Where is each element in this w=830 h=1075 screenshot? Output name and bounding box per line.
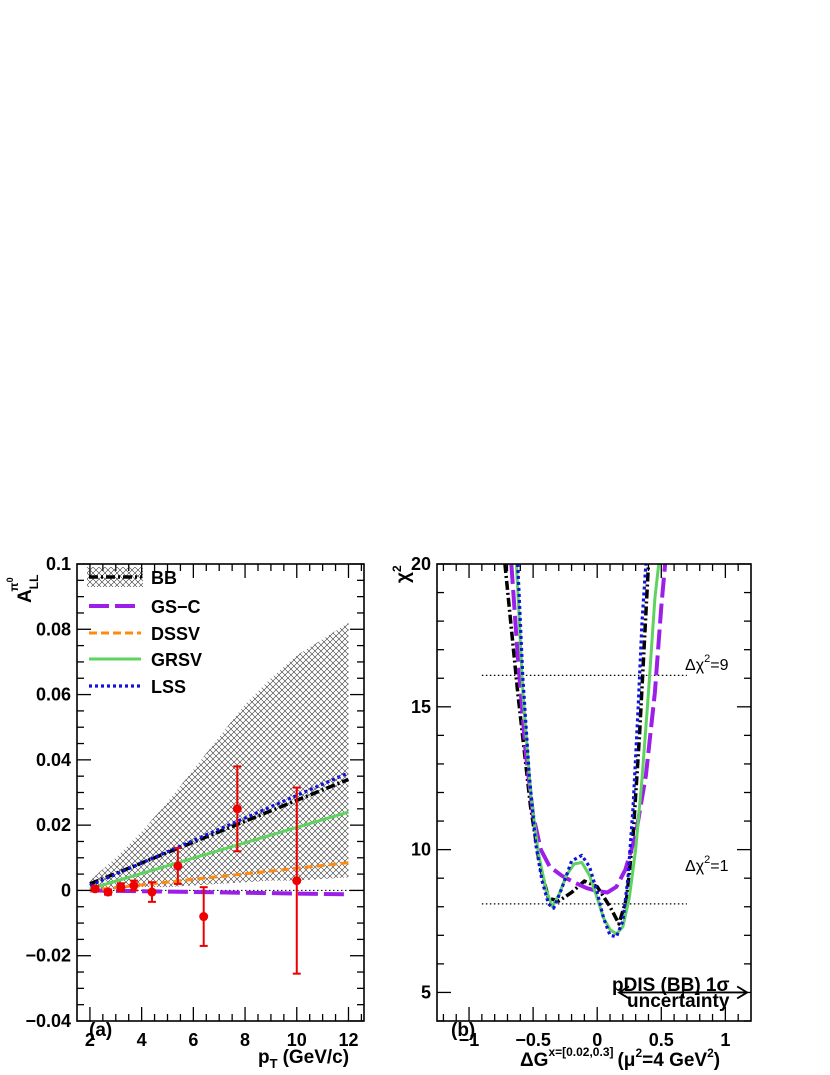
data-point (116, 882, 126, 893)
y-tick-label: 0.02 (36, 815, 71, 835)
axis-ticks-a: 2 4 6 8 10 12 −0.04 −0.02 0 0.02 0.04 0.06 0.08 0.1 (25, 554, 364, 1050)
chi2-curve-grsv (514, 563, 661, 936)
uncertainty-label-line1: pDIS (BB) 1σ (612, 975, 730, 996)
data-point (232, 765, 242, 853)
x-tick-label: 6 (188, 1030, 198, 1050)
curve-gsc (89, 888, 349, 897)
bb-uncertainty-band (89, 622, 349, 891)
legend-label-bb: BB (151, 568, 177, 588)
y-axis-label-b: χ2 (390, 565, 414, 583)
x-tick-label: 0 (592, 1030, 602, 1050)
legend: BB GS−C DSSV GRSV LSS (87, 567, 202, 697)
arrow-head-left (617, 985, 630, 1000)
y-tick-label: 15 (411, 697, 431, 717)
curve-bb (89, 777, 350, 886)
x-tick-label: 12 (338, 1030, 358, 1050)
legend-label-dssv: DSSV (151, 624, 200, 644)
data-points (90, 765, 302, 975)
x-axis-label-b: ΔGx=[0.02,0.3] (μ2=4 GeV2) (520, 1045, 720, 1071)
y-tick-label: 0.1 (46, 554, 71, 574)
x-tick-label: 10 (287, 1030, 307, 1050)
marker (103, 887, 113, 897)
uncertainty-label-line2: uncertainty (627, 991, 730, 1012)
x-axis-label-a: pT (GeV/c) (258, 1047, 349, 1071)
marker (232, 804, 242, 814)
x-tick-label: −1 (459, 1030, 480, 1050)
data-point (90, 884, 100, 894)
panel-label-b: (b) (451, 1020, 475, 1041)
data-point (103, 887, 113, 897)
data-point (147, 881, 157, 903)
data-point (292, 786, 302, 975)
y-tick-label: 0.06 (36, 685, 71, 705)
curve-lss (89, 771, 350, 887)
y-tick-label: 20 (411, 554, 431, 574)
x-tick-label: 1 (720, 1030, 730, 1050)
panel-a: 2 4 6 8 10 12 −0.04 −0.02 0 0.02 0.04 0.06 0.08 0.1 B… (5, 554, 365, 1071)
x-tick-label: 4 (137, 1030, 147, 1050)
data-point (199, 886, 209, 947)
panel-label-a: (a) (89, 1020, 112, 1041)
y-tick-label: 10 (411, 840, 431, 860)
data-point (173, 846, 183, 885)
data-point (129, 879, 139, 892)
y-tick-label: 0.04 (36, 750, 71, 770)
delta-chi2-9-label: Δχ2=9 (685, 653, 729, 674)
plot-frame-b (436, 563, 752, 1022)
marker (129, 881, 139, 891)
x-tick-label: 0.5 (649, 1030, 674, 1050)
y-tick-label: 0 (61, 880, 71, 900)
marker (147, 887, 157, 897)
chi2-curves (503, 563, 668, 939)
uncertainty-arrow (617, 985, 749, 1000)
legend-label-grsv: GRSV (151, 650, 202, 670)
x-tick-label: −0.5 (515, 1030, 551, 1050)
marker (173, 861, 183, 871)
delta-chi2-1-label: Δχ2=1 (685, 854, 729, 875)
marker (199, 912, 209, 922)
arrow-head-right (736, 985, 749, 1000)
curve-grsv (89, 810, 349, 891)
chi2-curve-lss (516, 563, 648, 939)
x-tick-label: 8 (240, 1030, 250, 1050)
y-tick-label: −0.02 (25, 946, 71, 966)
marker (116, 882, 126, 892)
legend-label-gsc: GS−C (151, 597, 201, 617)
y-axis-label-a: ALLπ0 (5, 575, 41, 603)
y-tick-label: −0.04 (25, 1011, 71, 1031)
y-tick-label: 0.08 (36, 619, 71, 639)
x-tick-label: 2 (85, 1030, 95, 1050)
y-tick-label: 5 (421, 982, 431, 1002)
legend-label-lss: LSS (151, 677, 186, 697)
marker (90, 884, 100, 894)
marker (292, 876, 302, 886)
